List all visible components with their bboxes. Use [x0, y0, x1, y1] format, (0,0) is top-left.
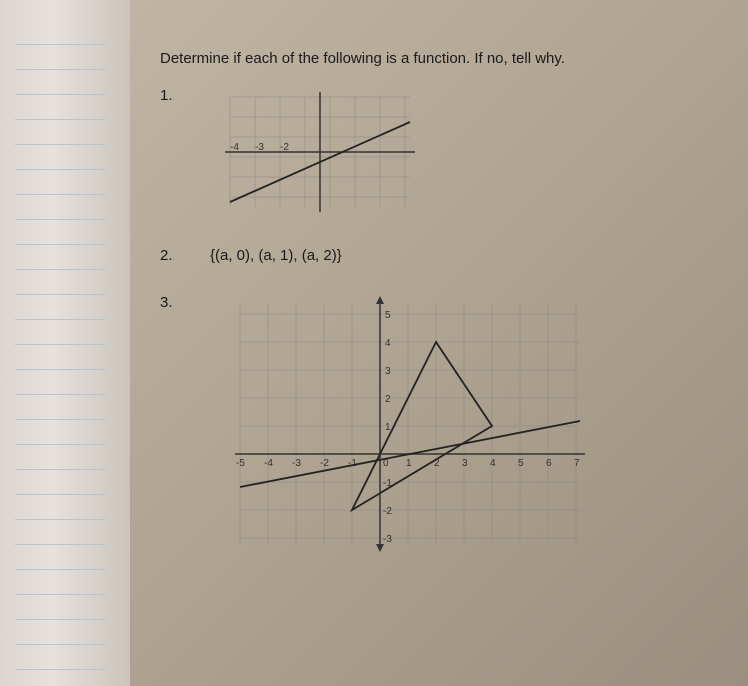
problem-2-content: {(a, 0), (a, 1), (a, 2)}	[200, 247, 718, 264]
tick-label: -3	[292, 458, 301, 469]
tick-label: 4	[490, 458, 496, 469]
tick-label: -2	[280, 142, 289, 153]
tick-label: -3	[255, 142, 264, 153]
tick-label: 3	[385, 366, 391, 377]
problem-1-number: 1.	[160, 87, 200, 104]
problem-3-number: 3.	[160, 294, 200, 311]
worksheet-page: Determine if each of the following is a …	[130, 0, 748, 686]
tick-label: -5	[236, 458, 245, 469]
problem-3: 3.	[160, 294, 718, 554]
grid-lines	[240, 304, 580, 544]
notebook-spiral-edge	[0, 0, 130, 686]
tick-label: -4	[230, 142, 239, 153]
tick-label: -4	[264, 458, 273, 469]
tick-label: 3	[462, 458, 468, 469]
problem-3-content: -5 -4 -3 -2 -1 0 1 2 3 4 5 6 7 5 4 3	[200, 294, 718, 554]
problem-2-set: {(a, 0), (a, 1), (a, 2)}	[210, 247, 718, 264]
tick-label: 4	[385, 338, 391, 349]
tick-label: -3	[383, 534, 392, 545]
tick-label: 6	[546, 458, 552, 469]
tick-label: 5	[518, 458, 524, 469]
problem-1-content: -4 -3 -2	[200, 87, 718, 217]
notebook-ruled-lines	[15, 20, 105, 670]
tick-label: 1	[406, 458, 412, 469]
problem-3-graph: -5 -4 -3 -2 -1 0 1 2 3 4 5 6 7 5 4 3	[220, 294, 600, 554]
tick-label: 7	[574, 458, 580, 469]
arrow-down-icon	[376, 544, 384, 552]
problem-1: 1.	[160, 87, 718, 217]
problem-2-number: 2.	[160, 247, 200, 264]
arrow-up-icon	[376, 296, 384, 304]
tick-label: -2	[383, 506, 392, 517]
tick-label: -1	[348, 458, 357, 469]
problem-2: 2. {(a, 0), (a, 1), (a, 2)}	[160, 247, 718, 264]
problem-1-graph: -4 -3 -2	[220, 87, 420, 217]
tick-label: -2	[320, 458, 329, 469]
instruction-text: Determine if each of the following is a …	[160, 50, 718, 67]
tick-label: 2	[385, 394, 391, 405]
tick-label: 1	[385, 422, 391, 433]
tick-label: 5	[385, 310, 391, 321]
